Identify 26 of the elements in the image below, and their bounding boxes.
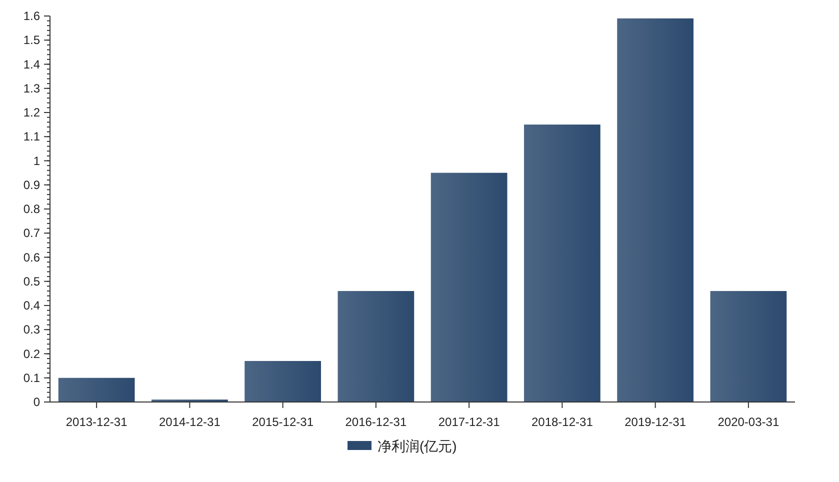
y-tick-label: 0.5 bbox=[23, 274, 40, 288]
y-tick-label: 1.6 bbox=[23, 9, 40, 23]
y-tick-label: 0.9 bbox=[23, 178, 40, 192]
y-tick-label: 1.4 bbox=[23, 57, 40, 72]
x-tick-label: 2013-12-31 bbox=[66, 415, 128, 429]
x-tick-label: 2017-12-31 bbox=[438, 415, 500, 429]
y-tick-label: 1.5 bbox=[23, 33, 40, 48]
x-tick-label: 2020-03-31 bbox=[718, 415, 780, 429]
y-tick-label: 0.1 bbox=[23, 370, 40, 385]
y-tick-label: 0.7 bbox=[23, 226, 40, 240]
x-tick-label: 2018-12-31 bbox=[531, 415, 594, 429]
y-tick-label: 0.4 bbox=[23, 298, 40, 312]
y-tick-label: 0.6 bbox=[23, 250, 40, 264]
y-tick-label: 0.2 bbox=[23, 346, 40, 361]
x-tick-label: 2015-12-31 bbox=[252, 415, 314, 429]
y-tick-label: 1 bbox=[33, 154, 40, 168]
y-tick-label: 1.2 bbox=[23, 106, 40, 120]
x-tick-label: 2016-12-31 bbox=[345, 415, 407, 429]
x-tick-label: 2014-12-31 bbox=[158, 415, 221, 429]
legend-label: 净利润(亿元) bbox=[378, 438, 457, 454]
y-tick-label: 1.1 bbox=[23, 130, 40, 144]
x-tick-label: 2019-12-31 bbox=[624, 415, 686, 429]
y-tick-label: 0 bbox=[33, 395, 40, 409]
y-tick-label: 1.3 bbox=[23, 81, 40, 96]
y-tick-label: 0.8 bbox=[23, 202, 40, 216]
y-tick-label: 0.3 bbox=[23, 322, 40, 337]
